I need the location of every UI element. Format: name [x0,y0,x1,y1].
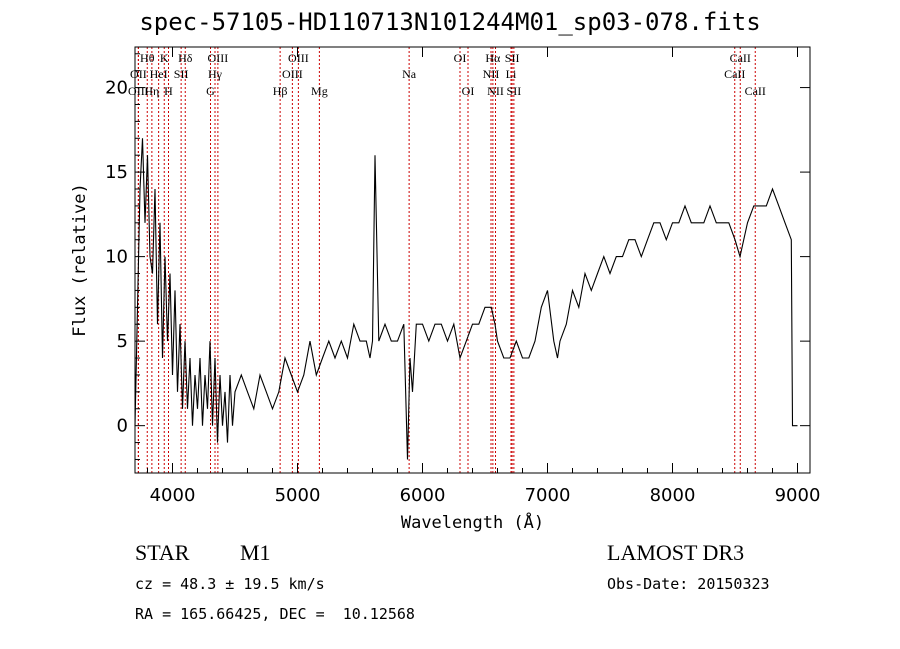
line-label-26: CaII [724,67,745,81]
line-label-3: K [160,51,169,65]
line-label-24: SII [507,84,522,98]
redshift-readout: cz = 48.3 ± 19.5 km/s [135,575,325,593]
line-label-11: G [206,84,215,98]
line-label-16: Na [402,67,417,81]
spectral-line-markers [137,47,756,473]
line-label-5: Hη [144,84,159,98]
line-label-7: H [164,84,173,98]
x-tick-label-4: 8000 [650,485,696,506]
line-label-27: CaII [745,84,766,98]
line-label-12: Hβ [273,84,288,98]
y-tick-label-3: 15 [105,162,128,183]
line-label-18: OI [462,84,475,98]
line-label-9: OIII [208,51,229,65]
y-tick-label-0: 0 [117,416,128,437]
y-tick-label-1: 5 [117,331,128,352]
survey-name: LAMOST DR3 [607,540,745,565]
line-label-17: OI [454,51,467,65]
x-tick-label-2: 6000 [400,485,446,506]
line-label-22: SII [505,51,520,65]
line-label-4: HeI [150,67,168,81]
line-label-23: Li [506,67,517,81]
x-axis-label: Wavelength (Å) [401,511,544,533]
x-tick-label-5: 9000 [775,485,821,506]
object-subclass: M1 [240,540,271,565]
line-label-20: NII [483,67,500,81]
line-label-0: Hθ [140,51,155,65]
line-label-8: Hδ [178,51,193,65]
x-tick-label-0: 4000 [150,485,196,506]
line-label-14: OIII [282,67,303,81]
observation-date: Obs-Date: 20150323 [607,575,770,593]
y-axis-label: Flux (relative) [70,183,90,337]
plot-frame [134,46,811,474]
coordinates-readout: RA = 165.66425, DEC = 10.12568 [135,605,415,623]
spectrum-series-line [134,138,798,460]
line-label-21: NII [487,84,504,98]
line-label-6: SII [174,67,189,81]
line-label-1: OII [130,67,147,81]
line-label-15: Mg [311,84,328,98]
x-tick-label-1: 5000 [275,485,321,506]
line-label-10: Hγ [208,67,223,81]
line-label-25: CaII [730,51,751,65]
y-tick-label-2: 10 [105,247,128,268]
y-tick-label-4: 20 [105,78,128,99]
line-label-19: Hα [485,51,501,65]
x-tick-label-3: 7000 [525,485,571,506]
object-class: STAR [135,540,190,565]
line-label-2: OIII [128,84,149,98]
chart-title: spec-57105-HD110713N101244M01_sp03-078.f… [139,8,761,36]
line-label-13: OIII [288,51,309,65]
axis-ticks: 4000 5000 6000 7000 8000 9000 0 5 10 15 20 [105,47,820,506]
